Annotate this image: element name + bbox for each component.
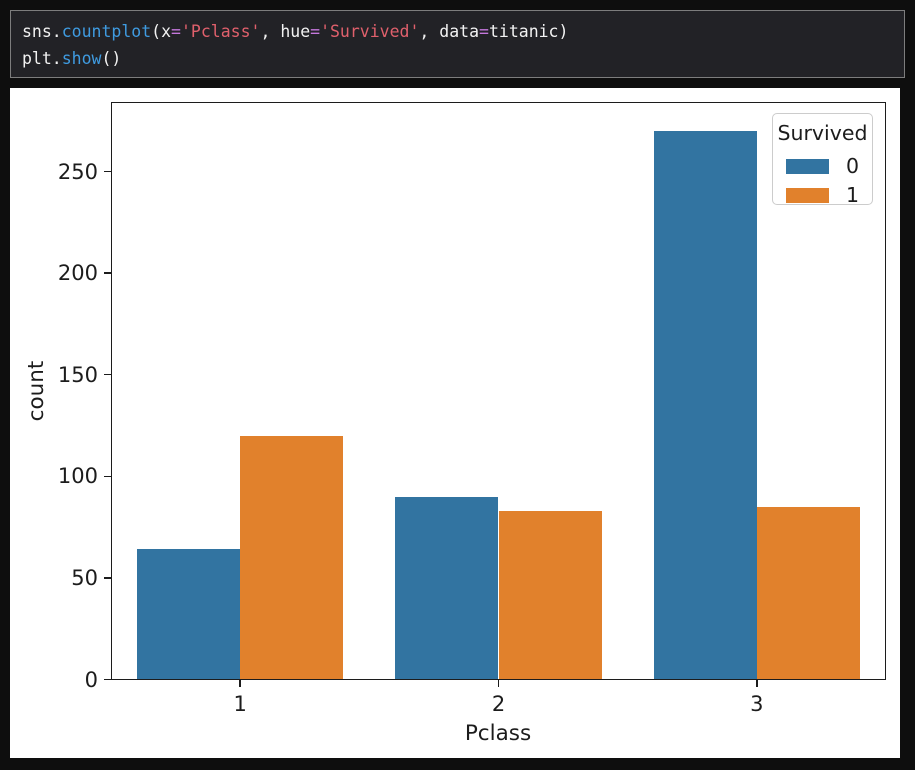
y-axis-label: count (24, 360, 49, 422)
code-line: sns.countplot(x='Pclass', hue='Survived'… (22, 22, 569, 41)
y-tick-label: 200 (57, 261, 98, 286)
y-tick (104, 170, 111, 173)
bar-pclass3-survived0 (653, 130, 757, 680)
x-tick (239, 679, 241, 687)
y-tick-label: 250 (57, 159, 98, 184)
bar-pclass1-survived0 (136, 549, 241, 680)
x-tick (756, 679, 758, 687)
chart-legend: Survived 0 1 (772, 113, 873, 206)
x-axis-label: Pclass (464, 721, 532, 746)
code-line: plt.show() (22, 49, 122, 68)
x-tick-label: 2 (491, 692, 506, 716)
legend-entry-survived-1: 1 (786, 184, 859, 206)
legend-label-0: 0 (846, 154, 860, 178)
x-tick (497, 679, 500, 687)
bar-pclass2-survived1 (498, 510, 602, 680)
legend-entry-survived-0: 0 (786, 155, 859, 177)
y-tick-label: 100 (57, 464, 98, 489)
legend-title: Survived (777, 121, 868, 145)
bar-pclass2-survived0 (395, 496, 499, 680)
code-cell[interactable]: sns.countplot(x='Pclass', hue='Survived'… (10, 10, 905, 78)
y-tick-label: 50 (71, 565, 98, 590)
x-tick-label: 1 (233, 692, 247, 716)
legend-swatch-blue (786, 158, 829, 174)
legend-label-1: 1 (846, 183, 860, 207)
y-tick-label: 0 (84, 667, 98, 692)
bar-pclass1-survived1 (240, 435, 344, 680)
legend-swatch-orange (786, 187, 829, 203)
y-tick (104, 475, 111, 478)
x-tick-label: 3 (750, 692, 764, 716)
y-tick-label: 150 (57, 362, 98, 387)
y-tick (104, 577, 111, 579)
y-tick (104, 373, 111, 376)
code-content: sns.countplot(x='Pclass', hue='Survived'… (22, 18, 904, 72)
bar-pclass3-survived1 (756, 506, 861, 680)
y-tick (104, 678, 111, 681)
y-tick (104, 272, 111, 274)
